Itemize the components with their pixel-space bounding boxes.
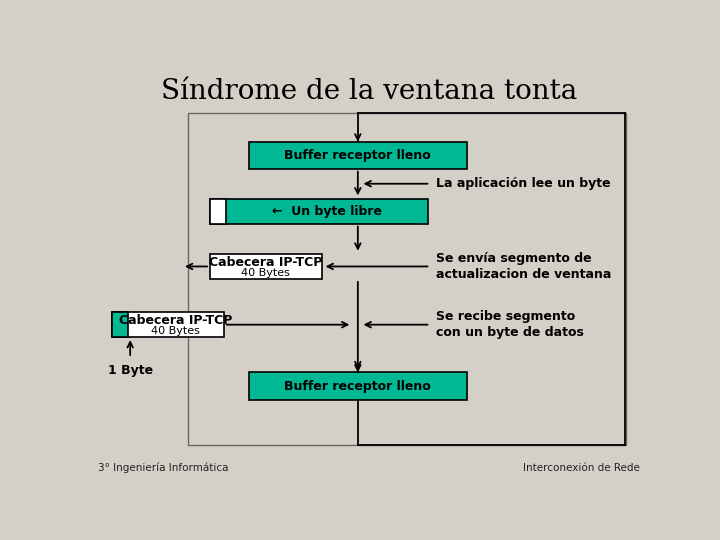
Text: Buffer receptor lleno: Buffer receptor lleno (284, 148, 431, 162)
Bar (210, 199, 225, 224)
Text: Cabecera IP-TCP: Cabecera IP-TCP (209, 256, 323, 269)
Text: ←  Un byte libre: ← Un byte libre (271, 205, 382, 218)
Text: 1 Byte: 1 Byte (107, 364, 153, 377)
Text: 40 Bytes: 40 Bytes (151, 326, 200, 336)
Bar (112, 312, 128, 337)
Text: 40 Bytes: 40 Bytes (241, 268, 290, 278)
Text: Buffer receptor lleno: Buffer receptor lleno (284, 380, 431, 393)
Text: Cabecera IP-TCP: Cabecera IP-TCP (120, 314, 233, 327)
Bar (188, 113, 626, 446)
Bar (112, 312, 224, 337)
Text: Síndrome de la ventana tonta: Síndrome de la ventana tonta (161, 78, 577, 105)
Bar (210, 199, 428, 224)
Bar (249, 141, 467, 168)
Text: Se recibe segmento
con un byte de datos: Se recibe segmento con un byte de datos (436, 310, 584, 339)
Text: La aplicación lee un byte: La aplicación lee un byte (436, 177, 611, 190)
Text: Se envía segmento de
actualizacion de ventana: Se envía segmento de actualizacion de ve… (436, 252, 611, 281)
Bar (210, 254, 322, 279)
Text: Interconexión de Rede: Interconexión de Rede (523, 463, 639, 473)
Text: 3° Ingeniería Informática: 3° Ingeniería Informática (99, 463, 229, 473)
Bar (249, 373, 467, 400)
